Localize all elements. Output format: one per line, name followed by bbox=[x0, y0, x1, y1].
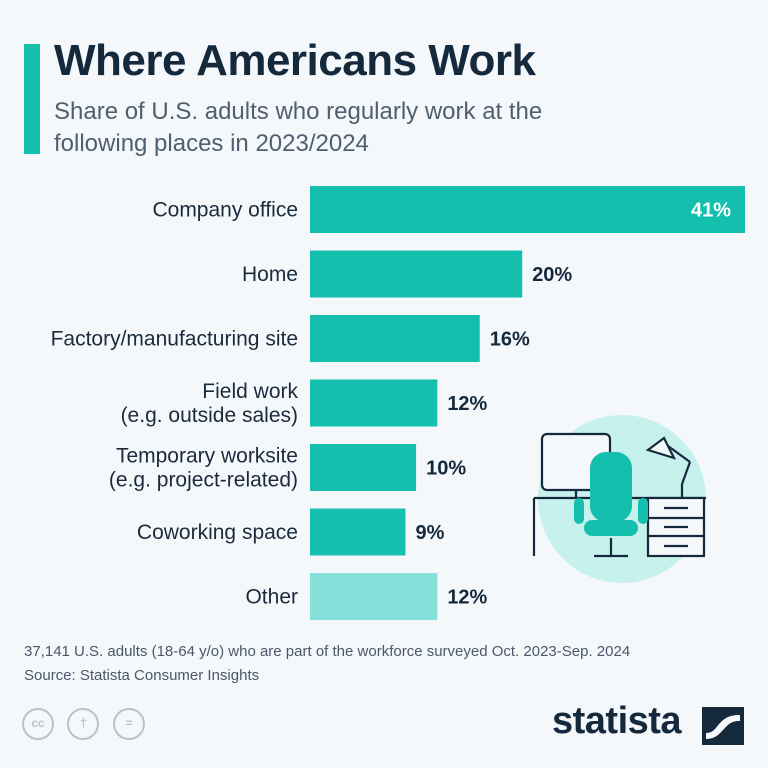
page-title: Where Americans Work bbox=[54, 36, 536, 85]
value-label-0: 41% bbox=[691, 200, 731, 222]
value-label-5: 9% bbox=[415, 522, 444, 544]
value-label-4: 10% bbox=[426, 458, 466, 480]
source-line: Source: Statista Consumer Insights bbox=[24, 667, 260, 684]
footnote: 37,141 U.S. adults (18-64 y/o) who are p… bbox=[24, 640, 630, 688]
page-subtitle: Share of U.S. adults who regularly work … bbox=[54, 98, 543, 157]
office-desk-illustration bbox=[532, 415, 706, 583]
category-label-2: Factory/manufacturing site bbox=[51, 328, 298, 351]
category-label-3: Field work (e.g. outside sales) bbox=[121, 380, 299, 427]
title-accent-bar bbox=[24, 44, 40, 154]
category-label-6: Other bbox=[245, 586, 298, 609]
survey-note: 37,141 U.S. adults (18-64 y/o) who are p… bbox=[24, 643, 631, 660]
bar-3 bbox=[310, 379, 438, 427]
category-label-1: Home bbox=[242, 263, 298, 286]
bar-0 bbox=[310, 186, 745, 233]
cc-icon[interactable]: cc bbox=[22, 708, 54, 740]
license-icons: cc † = bbox=[22, 708, 154, 740]
value-label-3: 12% bbox=[447, 393, 487, 415]
category-label-0: Company office bbox=[152, 199, 298, 222]
value-label-6: 12% bbox=[447, 587, 487, 609]
bar-5 bbox=[310, 508, 406, 556]
bar-4 bbox=[310, 444, 417, 491]
bar-2 bbox=[310, 315, 480, 362]
value-label-2: 16% bbox=[490, 329, 530, 351]
bar-chart: Company office 41% Home 20% Factory/manufact… bbox=[51, 186, 745, 620]
statista-logo[interactable]: statista bbox=[552, 700, 682, 742]
bar-1 bbox=[310, 250, 523, 298]
no-derivatives-icon[interactable]: = bbox=[112, 708, 145, 740]
attribution-icon[interactable]: † bbox=[67, 708, 100, 740]
category-label-5: Coworking space bbox=[137, 521, 298, 544]
statista-logo-mark-icon bbox=[702, 707, 744, 745]
value-label-1: 20% bbox=[532, 264, 572, 286]
bar-6 bbox=[310, 573, 438, 620]
category-label-4: Temporary worksite (e.g. project-related) bbox=[109, 445, 298, 492]
